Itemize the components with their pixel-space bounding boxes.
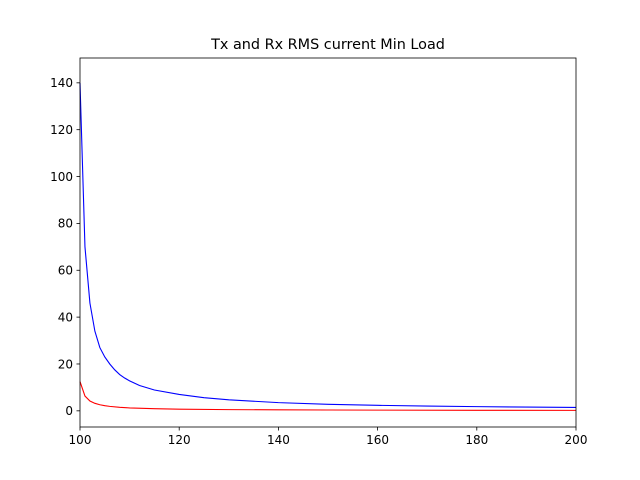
series-line-1: [79, 381, 577, 411]
x-tick-label: 120: [168, 433, 191, 447]
x-tick-label: 140: [267, 433, 290, 447]
y-tick-label: 0: [65, 404, 73, 418]
chart-title: Tx and Rx RMS current Min Load: [210, 37, 445, 53]
y-tick-label: 60: [58, 264, 73, 278]
x-tick-label: 200: [565, 433, 588, 447]
y-tick-label: 140: [50, 76, 73, 90]
y-tick-label: 80: [58, 217, 73, 231]
y-tick-label: 120: [50, 123, 73, 137]
y-axis: 0 20 40 60 80 100 120 140: [50, 76, 80, 418]
plot-lines: [79, 82, 577, 411]
y-tick-label: 40: [58, 310, 73, 324]
x-tick-label: 180: [465, 433, 488, 447]
x-axis: 100 120 140 160 180 200: [69, 427, 588, 447]
x-tick-label: 100: [69, 433, 92, 447]
y-tick-label: 100: [50, 170, 73, 184]
x-tick-label: 160: [366, 433, 389, 447]
series-line-0: [79, 82, 577, 408]
y-tick-label: 20: [58, 357, 73, 371]
axes-frame: [79, 57, 577, 428]
